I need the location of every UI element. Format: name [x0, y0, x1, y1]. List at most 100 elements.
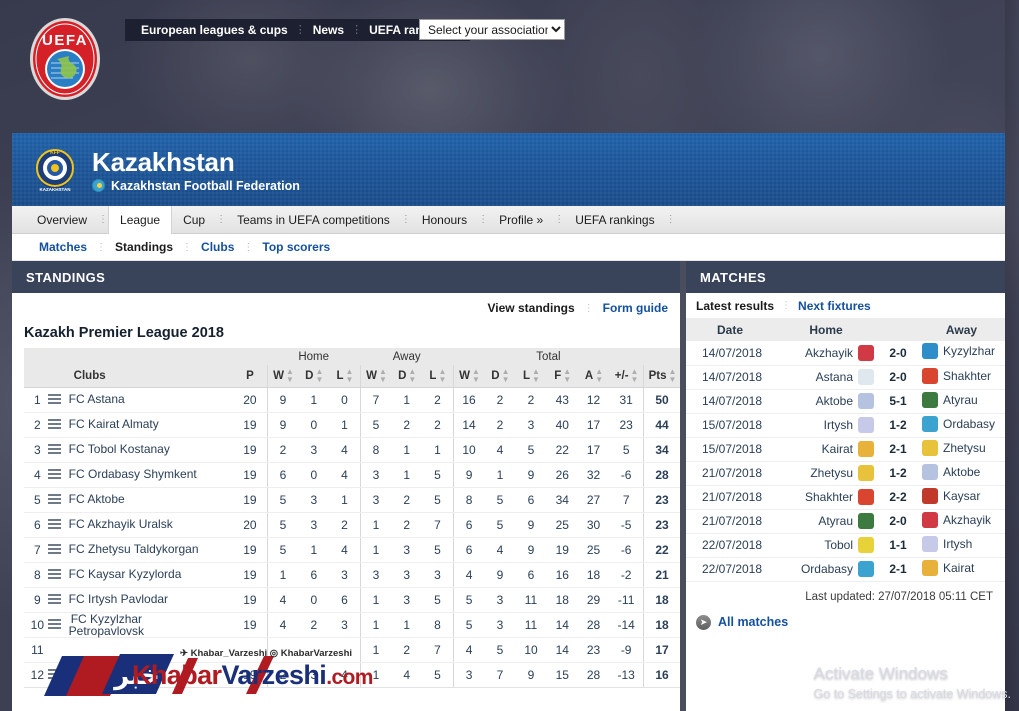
- match-home-team[interactable]: Ordabasy: [774, 557, 878, 582]
- match-row[interactable]: 14/07/2018 Akzhayik 2-0 Kyzylzhar: [686, 341, 1005, 366]
- match-row[interactable]: 15/07/2018 Irtysh 1-2 Ordabasy: [686, 413, 1005, 438]
- standings-club-cell[interactable]: [45, 637, 234, 663]
- match-row[interactable]: 15/07/2018 Kairat 2-1 Zhetysu: [686, 437, 1005, 462]
- form-guide-link[interactable]: Form guide: [602, 301, 668, 315]
- match-home-team[interactable]: Zhetysu: [774, 461, 878, 486]
- match-away-team[interactable]: Akzhayik: [918, 509, 1005, 534]
- club-list-icon[interactable]: [47, 519, 61, 530]
- standings-row[interactable]: 7 FC Zhetysu Taldykorgan 19 5 1 4 1 3 5 6 4 9 19 25 -6…: [24, 537, 680, 563]
- standings-row[interactable]: 6 FC Akzhayik Uralsk 20 5 3 2 1 2 7 6 5 9 25 30 -5 23: [24, 512, 680, 538]
- standings-club-cell[interactable]: FC Tobol Kostanay: [45, 437, 234, 463]
- standings-row[interactable]: 10 FC Kyzylzhar Petropavlovsk 19 4 2 3 1 1 8 5 3 11 1…: [24, 611, 680, 638]
- col-goals-for[interactable]: F ▲ ▼: [546, 365, 578, 388]
- tab-uefa-rankings[interactable]: UEFA rankings: [575, 212, 655, 227]
- match-away-team[interactable]: Ordabasy: [918, 413, 1005, 438]
- standings-club-cell[interactable]: FC Kairat Almaty: [45, 412, 234, 438]
- uefa-logo-icon[interactable]: UEFA: [27, 15, 103, 102]
- standings-club-name[interactable]: FC Ordabasy Shymkent: [68, 467, 197, 481]
- match-away-team[interactable]: Kyzylzhar: [918, 341, 1005, 366]
- match-score[interactable]: 2-0: [878, 341, 918, 366]
- match-home-team[interactable]: Tobol: [774, 533, 878, 558]
- match-score[interactable]: 1-2: [878, 413, 918, 438]
- standings-club-name[interactable]: FC Aktobe: [68, 492, 125, 506]
- club-list-icon[interactable]: [47, 544, 61, 555]
- nav-link-news[interactable]: News: [312, 23, 345, 37]
- standings-club-cell[interactable]: FC Zhetysu Taldykorgan: [45, 537, 234, 563]
- col-away-w[interactable]: W ▲ ▼: [359, 365, 392, 388]
- match-away-team[interactable]: Zhetysu: [918, 437, 1005, 462]
- standings-row[interactable]: 3 FC Tobol Kostanay 19 2 3 4 8 1 1 10 4 5 22 17 5 34: [24, 437, 680, 463]
- subtab-matches[interactable]: Matches: [39, 240, 88, 254]
- tab-teams-in-uefa-competitions[interactable]: Teams in UEFA competitions: [237, 212, 390, 227]
- standings-row[interactable]: 12 FC Atyrau 19 2 3 4 1 4 5 3 7 9 15 28 -13 16: [24, 662, 680, 688]
- club-list-icon[interactable]: [47, 394, 61, 405]
- tab-league[interactable]: League: [108, 206, 173, 234]
- col-total-d[interactable]: D ▲ ▼: [484, 365, 516, 388]
- tab-cup[interactable]: Cup: [183, 212, 206, 227]
- match-home-team[interactable]: Kairat: [774, 437, 878, 462]
- club-list-icon[interactable]: [47, 419, 61, 430]
- match-away-team[interactable]: Irtysh: [918, 533, 1005, 558]
- subtab-clubs[interactable]: Clubs: [201, 240, 235, 254]
- col-goal-difference[interactable]: +/- ▲ ▼: [609, 365, 644, 388]
- match-away-team[interactable]: Atyrau: [918, 389, 1005, 414]
- standings-row[interactable]: 11 1 2 7 4 5 10 14 23 -9 17: [24, 637, 680, 663]
- tab-overview[interactable]: Overview: [37, 212, 88, 227]
- subtab-top-scorers[interactable]: Top scorers: [262, 240, 331, 254]
- col-goals-against[interactable]: A ▲ ▼: [577, 365, 610, 388]
- standings-row[interactable]: 9 FC Irtysh Pavlodar 19 4 0 6 1 3 5 5 3 11 18 29 -11 18: [24, 587, 680, 613]
- club-list-icon[interactable]: [47, 494, 61, 505]
- next-fixtures-link[interactable]: Next fixtures: [798, 298, 871, 313]
- match-home-team[interactable]: Shakhter: [774, 485, 878, 510]
- standings-club-cell[interactable]: FC Atyrau: [45, 662, 234, 688]
- standings-club-name[interactable]: FC Akzhayik Uralsk: [68, 517, 173, 531]
- col-home-w[interactable]: W ▲ ▼: [266, 365, 299, 388]
- match-row[interactable]: 22/07/2018 Tobol 1-1 Irtysh: [686, 533, 1005, 558]
- match-home-team[interactable]: Irtysh: [774, 413, 878, 438]
- match-away-team[interactable]: Kaysar: [918, 485, 1005, 510]
- club-list-icon[interactable]: [47, 669, 61, 680]
- standings-row[interactable]: 5 FC Aktobe 19 5 3 1 3 2 5 8 5 6 34 27 7 23: [24, 487, 680, 513]
- col-points[interactable]: Pts ▲ ▼: [643, 365, 680, 388]
- standings-club-name[interactable]: FC Kyzylzhar Petropavlovsk: [68, 611, 145, 638]
- standings-club-cell[interactable]: FC Aktobe: [45, 487, 234, 513]
- match-row[interactable]: 21/07/2018 Atyrau 2-0 Akzhayik: [686, 509, 1005, 534]
- match-home-team[interactable]: Aktobe: [774, 389, 878, 414]
- association-select[interactable]: Select your association: [419, 19, 565, 40]
- standings-club-cell[interactable]: FC Kaysar Kyzylorda: [45, 562, 234, 588]
- standings-club-name[interactable]: FC Kaysar Kyzylorda: [68, 567, 182, 581]
- club-list-icon[interactable]: [47, 469, 61, 480]
- match-row[interactable]: 14/07/2018 Astana 2-0 Shakhter: [686, 365, 1005, 390]
- match-score[interactable]: 1-2: [878, 461, 918, 486]
- match-row[interactable]: 21/07/2018 Shakhter 2-2 Kaysar: [686, 485, 1005, 510]
- standings-club-name[interactable]: FC Irtysh Pavlodar: [68, 592, 169, 606]
- standings-row[interactable]: 4 FC Ordabasy Shymkent 19 6 0 4 3 1 5 9 1 9 26 32 -6 28: [24, 462, 680, 488]
- standings-row[interactable]: 1 FC Astana 20 9 1 0 7 1 2 16 2 2 43 12 31 50: [24, 387, 680, 413]
- view-standings-link[interactable]: View standings: [487, 301, 575, 315]
- nav-link-european-leagues[interactable]: European leagues & cups: [141, 23, 288, 37]
- standings-club-name[interactable]: FC Kairat Almaty: [68, 417, 159, 431]
- subtab-standings[interactable]: Standings: [115, 240, 174, 254]
- match-row[interactable]: 14/07/2018 Aktobe 5-1 Atyrau: [686, 389, 1005, 414]
- all-matches-link[interactable]: All matches: [718, 615, 789, 629]
- match-home-team[interactable]: Atyrau: [774, 509, 878, 534]
- standings-club-cell[interactable]: FC Kyzylzhar Petropavlovsk: [45, 611, 234, 638]
- standings-club-cell[interactable]: FC Akzhayik Uralsk: [45, 512, 234, 538]
- match-score[interactable]: 2-1: [878, 557, 918, 582]
- col-total-w[interactable]: W ▲ ▼: [452, 365, 485, 388]
- match-row[interactable]: 21/07/2018 Zhetysu 1-2 Aktobe: [686, 461, 1005, 486]
- standings-club-cell[interactable]: FC Astana: [45, 387, 234, 413]
- club-list-icon[interactable]: [47, 444, 61, 455]
- col-home-d[interactable]: D ▲ ▼: [298, 365, 330, 388]
- col-away-l[interactable]: L ▲ ▼: [422, 365, 454, 388]
- match-away-team[interactable]: Shakhter: [918, 365, 1005, 390]
- club-list-icon[interactable]: [47, 619, 61, 630]
- all-matches-row[interactable]: ➤ All matches: [686, 607, 1005, 630]
- match-score[interactable]: 2-0: [878, 365, 918, 390]
- standings-club-name[interactable]: FC Astana: [68, 392, 125, 406]
- standings-club-cell[interactable]: FC Irtysh Pavlodar: [45, 587, 234, 613]
- standings-club-name[interactable]: FC Zhetysu Taldykorgan: [68, 542, 199, 556]
- tab-profile[interactable]: Profile »: [499, 212, 544, 227]
- match-away-team[interactable]: Aktobe: [918, 461, 1005, 486]
- match-away-team[interactable]: Kairat: [918, 557, 1005, 582]
